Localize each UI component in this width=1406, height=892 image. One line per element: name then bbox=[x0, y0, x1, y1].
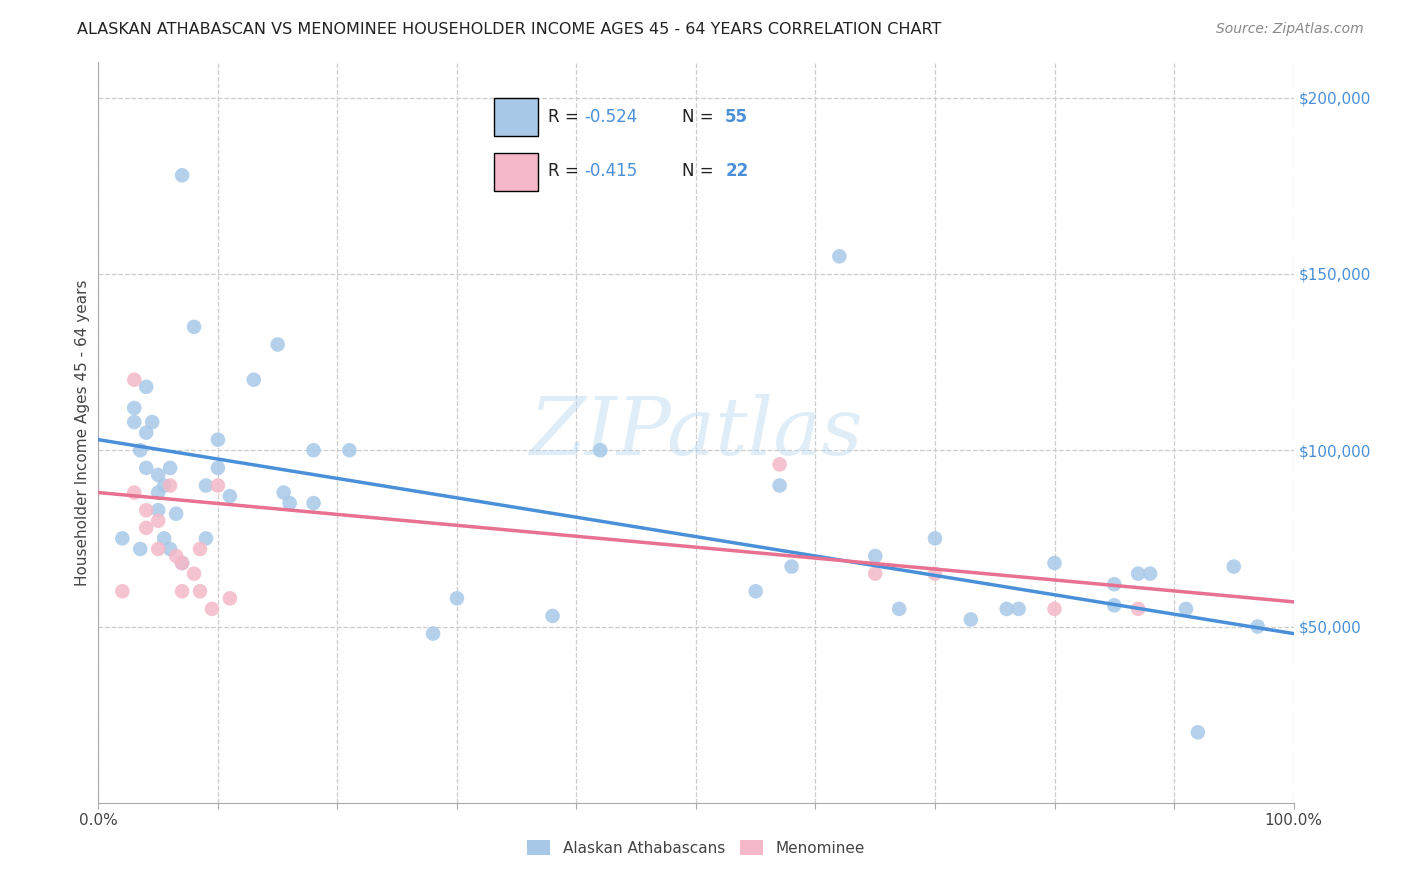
Point bbox=[141, 415, 163, 429]
Point bbox=[995, 602, 1018, 616]
Point bbox=[124, 415, 146, 429]
Point bbox=[148, 514, 170, 528]
Point bbox=[1128, 566, 1150, 581]
Point bbox=[422, 626, 444, 640]
Point bbox=[195, 532, 218, 546]
Point bbox=[339, 443, 361, 458]
Point bbox=[1187, 725, 1209, 739]
Text: ZIPatlas: ZIPatlas bbox=[529, 394, 863, 471]
Point bbox=[172, 168, 194, 182]
Point bbox=[129, 541, 152, 556]
Point bbox=[1223, 559, 1246, 574]
Point bbox=[159, 478, 181, 492]
Point bbox=[165, 507, 187, 521]
Point bbox=[243, 373, 266, 387]
Point bbox=[188, 584, 211, 599]
Point bbox=[780, 559, 803, 574]
Point bbox=[159, 461, 181, 475]
Point bbox=[1043, 602, 1066, 616]
Point bbox=[135, 503, 157, 517]
Point bbox=[165, 549, 187, 563]
Point bbox=[111, 584, 134, 599]
Point bbox=[1175, 602, 1198, 616]
Legend: Alaskan Athabascans, Menominee: Alaskan Athabascans, Menominee bbox=[522, 834, 870, 862]
Point bbox=[195, 478, 218, 492]
Point bbox=[135, 425, 157, 440]
Point bbox=[541, 609, 564, 624]
Point bbox=[1128, 602, 1150, 616]
Point bbox=[172, 584, 194, 599]
Point bbox=[924, 566, 946, 581]
Point bbox=[183, 319, 205, 334]
Point bbox=[148, 467, 170, 482]
Point bbox=[865, 549, 887, 563]
Point bbox=[768, 478, 790, 492]
Point bbox=[768, 458, 790, 472]
Point bbox=[148, 541, 170, 556]
Point bbox=[135, 461, 157, 475]
Point bbox=[1104, 599, 1126, 613]
Point bbox=[924, 532, 946, 546]
Point bbox=[219, 489, 242, 503]
Point bbox=[1043, 556, 1066, 570]
Point bbox=[153, 478, 176, 492]
Point bbox=[828, 249, 851, 263]
Y-axis label: Householder Income Ages 45 - 64 years: Householder Income Ages 45 - 64 years bbox=[75, 279, 90, 586]
Point bbox=[302, 496, 325, 510]
Point bbox=[1104, 577, 1126, 591]
Point bbox=[172, 556, 194, 570]
Point bbox=[302, 443, 325, 458]
Point bbox=[124, 485, 146, 500]
Point bbox=[201, 602, 224, 616]
Point bbox=[172, 556, 194, 570]
Point bbox=[207, 478, 229, 492]
Point bbox=[960, 612, 983, 626]
Point bbox=[273, 485, 295, 500]
Point bbox=[446, 591, 468, 606]
Point bbox=[135, 521, 157, 535]
Point bbox=[159, 541, 181, 556]
Point bbox=[148, 485, 170, 500]
Point bbox=[188, 541, 211, 556]
Point bbox=[745, 584, 768, 599]
Point bbox=[267, 337, 290, 351]
Point bbox=[111, 532, 134, 546]
Point bbox=[278, 496, 301, 510]
Point bbox=[219, 591, 242, 606]
Point bbox=[1008, 602, 1031, 616]
Point bbox=[148, 503, 170, 517]
Point bbox=[153, 532, 176, 546]
Point bbox=[1247, 619, 1270, 633]
Point bbox=[183, 566, 205, 581]
Point bbox=[135, 380, 157, 394]
Text: ALASKAN ATHABASCAN VS MENOMINEE HOUSEHOLDER INCOME AGES 45 - 64 YEARS CORRELATIO: ALASKAN ATHABASCAN VS MENOMINEE HOUSEHOL… bbox=[77, 22, 942, 37]
Text: Source: ZipAtlas.com: Source: ZipAtlas.com bbox=[1216, 22, 1364, 37]
Point bbox=[124, 401, 146, 415]
Point bbox=[207, 433, 229, 447]
Point bbox=[589, 443, 612, 458]
Point bbox=[129, 443, 152, 458]
Point bbox=[1139, 566, 1161, 581]
Point bbox=[865, 566, 887, 581]
Point bbox=[124, 373, 146, 387]
Point bbox=[207, 461, 229, 475]
Point bbox=[889, 602, 911, 616]
